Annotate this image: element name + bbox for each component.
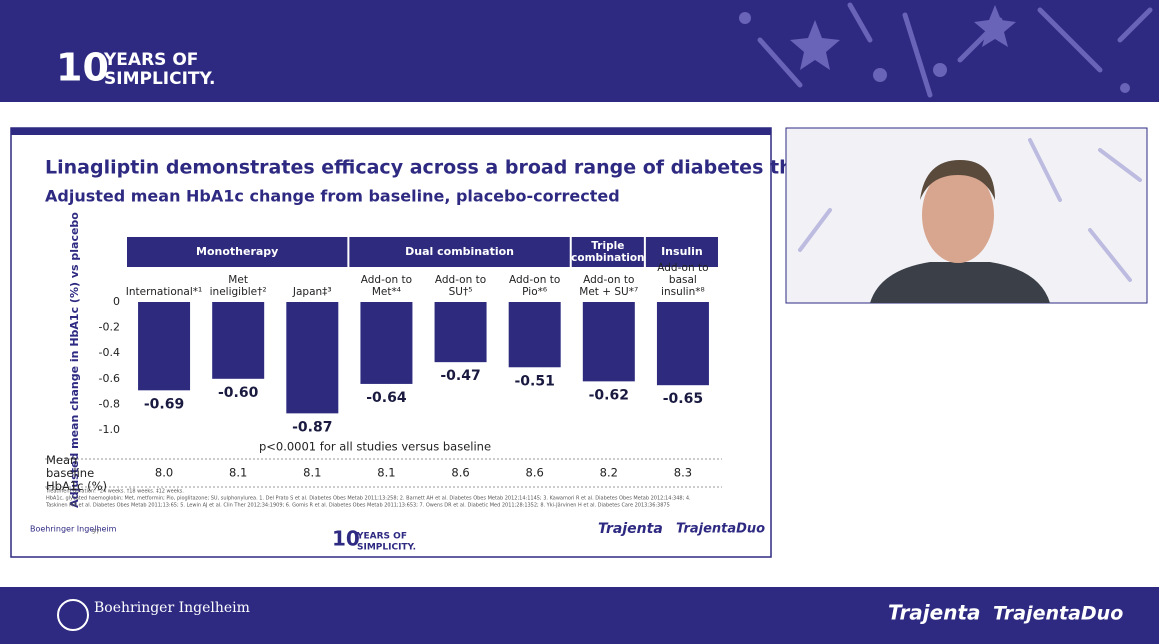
- decoration: [739, 5, 1130, 93]
- logo-text: YEARS OF: [356, 532, 407, 542]
- logo-number: 10: [332, 527, 360, 551]
- baseline-value: 8.0: [155, 466, 173, 480]
- footer-brand: TrajentaDuo: [993, 603, 1123, 625]
- x-tick-label: Add-on to Pio*⁶: [508, 274, 561, 298]
- x-tick-label: International*¹: [125, 286, 203, 298]
- value-label: -0.69: [144, 396, 184, 412]
- baseline-value: 8.6: [526, 466, 544, 480]
- group-label: Insulin: [661, 245, 703, 258]
- y-tick-label: -0.6: [99, 372, 120, 385]
- person-body: [870, 262, 1050, 303]
- logo-number: 10: [56, 46, 109, 90]
- group-header: [349, 237, 570, 267]
- baseline-value: 8.1: [303, 466, 321, 480]
- logo-text: SIMPLICITY.: [104, 69, 215, 89]
- x-tick-label: Met ineligible†²: [209, 274, 267, 298]
- baseline-value: 8.6: [451, 466, 469, 480]
- value-label: -0.51: [515, 373, 555, 389]
- bar: [286, 302, 339, 414]
- bar: [656, 302, 709, 386]
- bar: [582, 302, 635, 382]
- chart-title: Linagliptin demonstrates efficacy across…: [45, 157, 872, 179]
- x-tick-label: Add-on to SU†⁵: [434, 274, 487, 298]
- x-tick-label: Add-on to Met + SU*⁷: [579, 274, 639, 298]
- brand-logo: Trajenta: [598, 521, 663, 537]
- group-label: Monotherapy: [196, 245, 278, 258]
- x-tick-label: Add-on to basal insulin*⁸: [657, 262, 709, 298]
- y-tick-label: 0: [113, 295, 120, 308]
- logo-text: YEARS OF: [103, 50, 198, 70]
- group-header: [645, 237, 718, 267]
- bottom-banner: [0, 587, 1159, 644]
- group-label: Triple combination: [571, 240, 645, 264]
- value-label: -0.62: [589, 387, 629, 403]
- page-number: 97: [92, 529, 100, 536]
- value-label: -0.60: [218, 385, 259, 401]
- company-logo: [57, 599, 89, 631]
- footnote: HbA1c, glycated haemoglobin; Met, metfor…: [46, 496, 691, 502]
- footnote: Treatment duration: *24 weeks. †18 weeks…: [45, 489, 184, 495]
- y-axis-label: Adjusted mean change in HbA1c (%) vs pla…: [68, 212, 81, 508]
- y-tick-label: -0.2: [99, 321, 120, 334]
- bar: [138, 302, 191, 391]
- baseline-value: 8.3: [674, 466, 692, 480]
- annotation: p<0.0001 for all studies versus baseline: [259, 440, 491, 454]
- x-tick-label: Add-on to Met*⁴: [360, 274, 413, 298]
- baseline-value: 8.1: [229, 466, 247, 480]
- slide-company: Boehringer Ingelheim: [30, 525, 117, 534]
- footer-company: Boehringer Ingelheim: [94, 600, 250, 616]
- bar: [360, 302, 413, 384]
- baseline-value: 8.2: [600, 466, 618, 480]
- decoration: [757, 2, 1153, 98]
- y-tick-label: -0.8: [99, 397, 120, 410]
- group-label: Dual combination: [405, 245, 514, 258]
- value-label: -0.64: [366, 390, 407, 406]
- y-tick-label: -1.0: [99, 423, 120, 436]
- x-tick-label: Japan‡³: [292, 286, 332, 298]
- person-hair: [920, 160, 995, 200]
- value-label: -0.47: [440, 368, 480, 384]
- chart-subtitle: Adjusted mean HbA1c change from baseline…: [45, 187, 620, 206]
- bar: [434, 302, 487, 363]
- value-label: -0.65: [663, 391, 703, 407]
- person-head: [922, 167, 994, 263]
- value-label: -0.87: [292, 419, 332, 435]
- decoration: [798, 138, 1142, 282]
- slide-bar: [11, 128, 771, 135]
- group-header: [571, 237, 644, 267]
- bar: [212, 302, 265, 379]
- baseline-value: 8.1: [377, 466, 395, 480]
- y-tick-label: -0.4: [99, 346, 120, 359]
- baseline-label: Mean baseline HbA1c (%): [46, 452, 108, 493]
- group-header: [127, 237, 348, 267]
- brand-logo: TrajentaDuo: [676, 522, 765, 537]
- logo-text: SIMPLICITY.: [357, 543, 416, 553]
- footnote: Taskinen MR et al. Diabetes Obes Metab 2…: [45, 503, 670, 509]
- bar: [508, 302, 561, 368]
- footer-brand: Trajenta: [888, 601, 981, 625]
